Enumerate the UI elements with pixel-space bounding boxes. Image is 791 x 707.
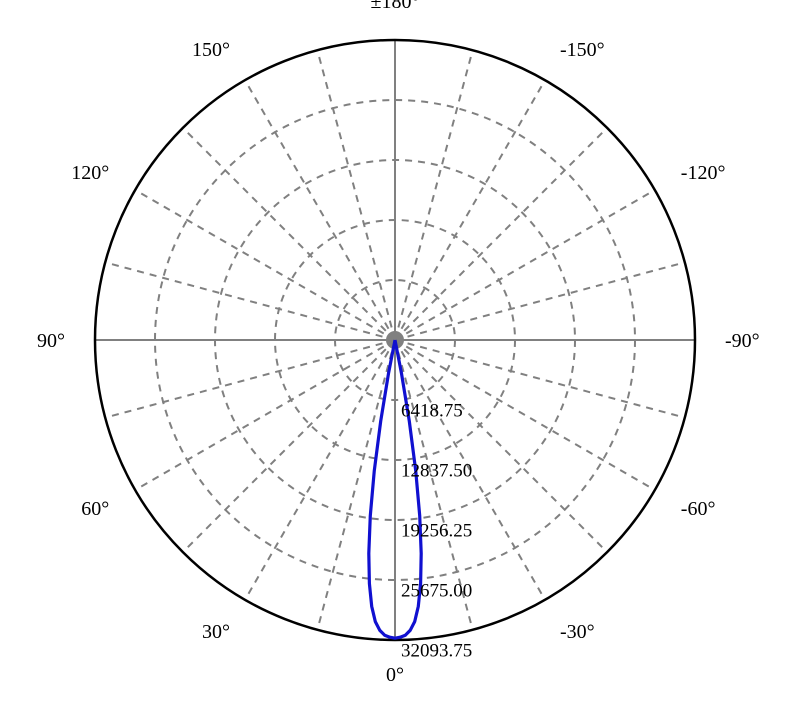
angle-label: -60° (681, 498, 716, 520)
angle-label: 60° (81, 498, 109, 520)
angle-label: -90° (725, 330, 760, 352)
angle-label: ±180° (371, 0, 420, 13)
radial-label: 32093.75 (401, 640, 472, 661)
angle-label: 30° (202, 621, 230, 643)
angle-label: 120° (71, 162, 109, 184)
radial-label: 19256.25 (401, 520, 472, 541)
angle-label: -120° (681, 162, 726, 184)
angle-label: 150° (192, 39, 230, 61)
angle-label: -30° (560, 621, 595, 643)
angle-label: 0° (386, 664, 404, 686)
radial-label: 12837.50 (401, 460, 472, 481)
radial-label: 25675.00 (401, 580, 472, 601)
polar-chart: 0° 30° 60° 90° 120° 150° ±180° -150° -120° -90° -6… (0, 0, 791, 707)
radial-label: 6418.75 (401, 400, 463, 421)
angle-label: 90° (37, 330, 65, 352)
angle-label: -150° (560, 39, 605, 61)
